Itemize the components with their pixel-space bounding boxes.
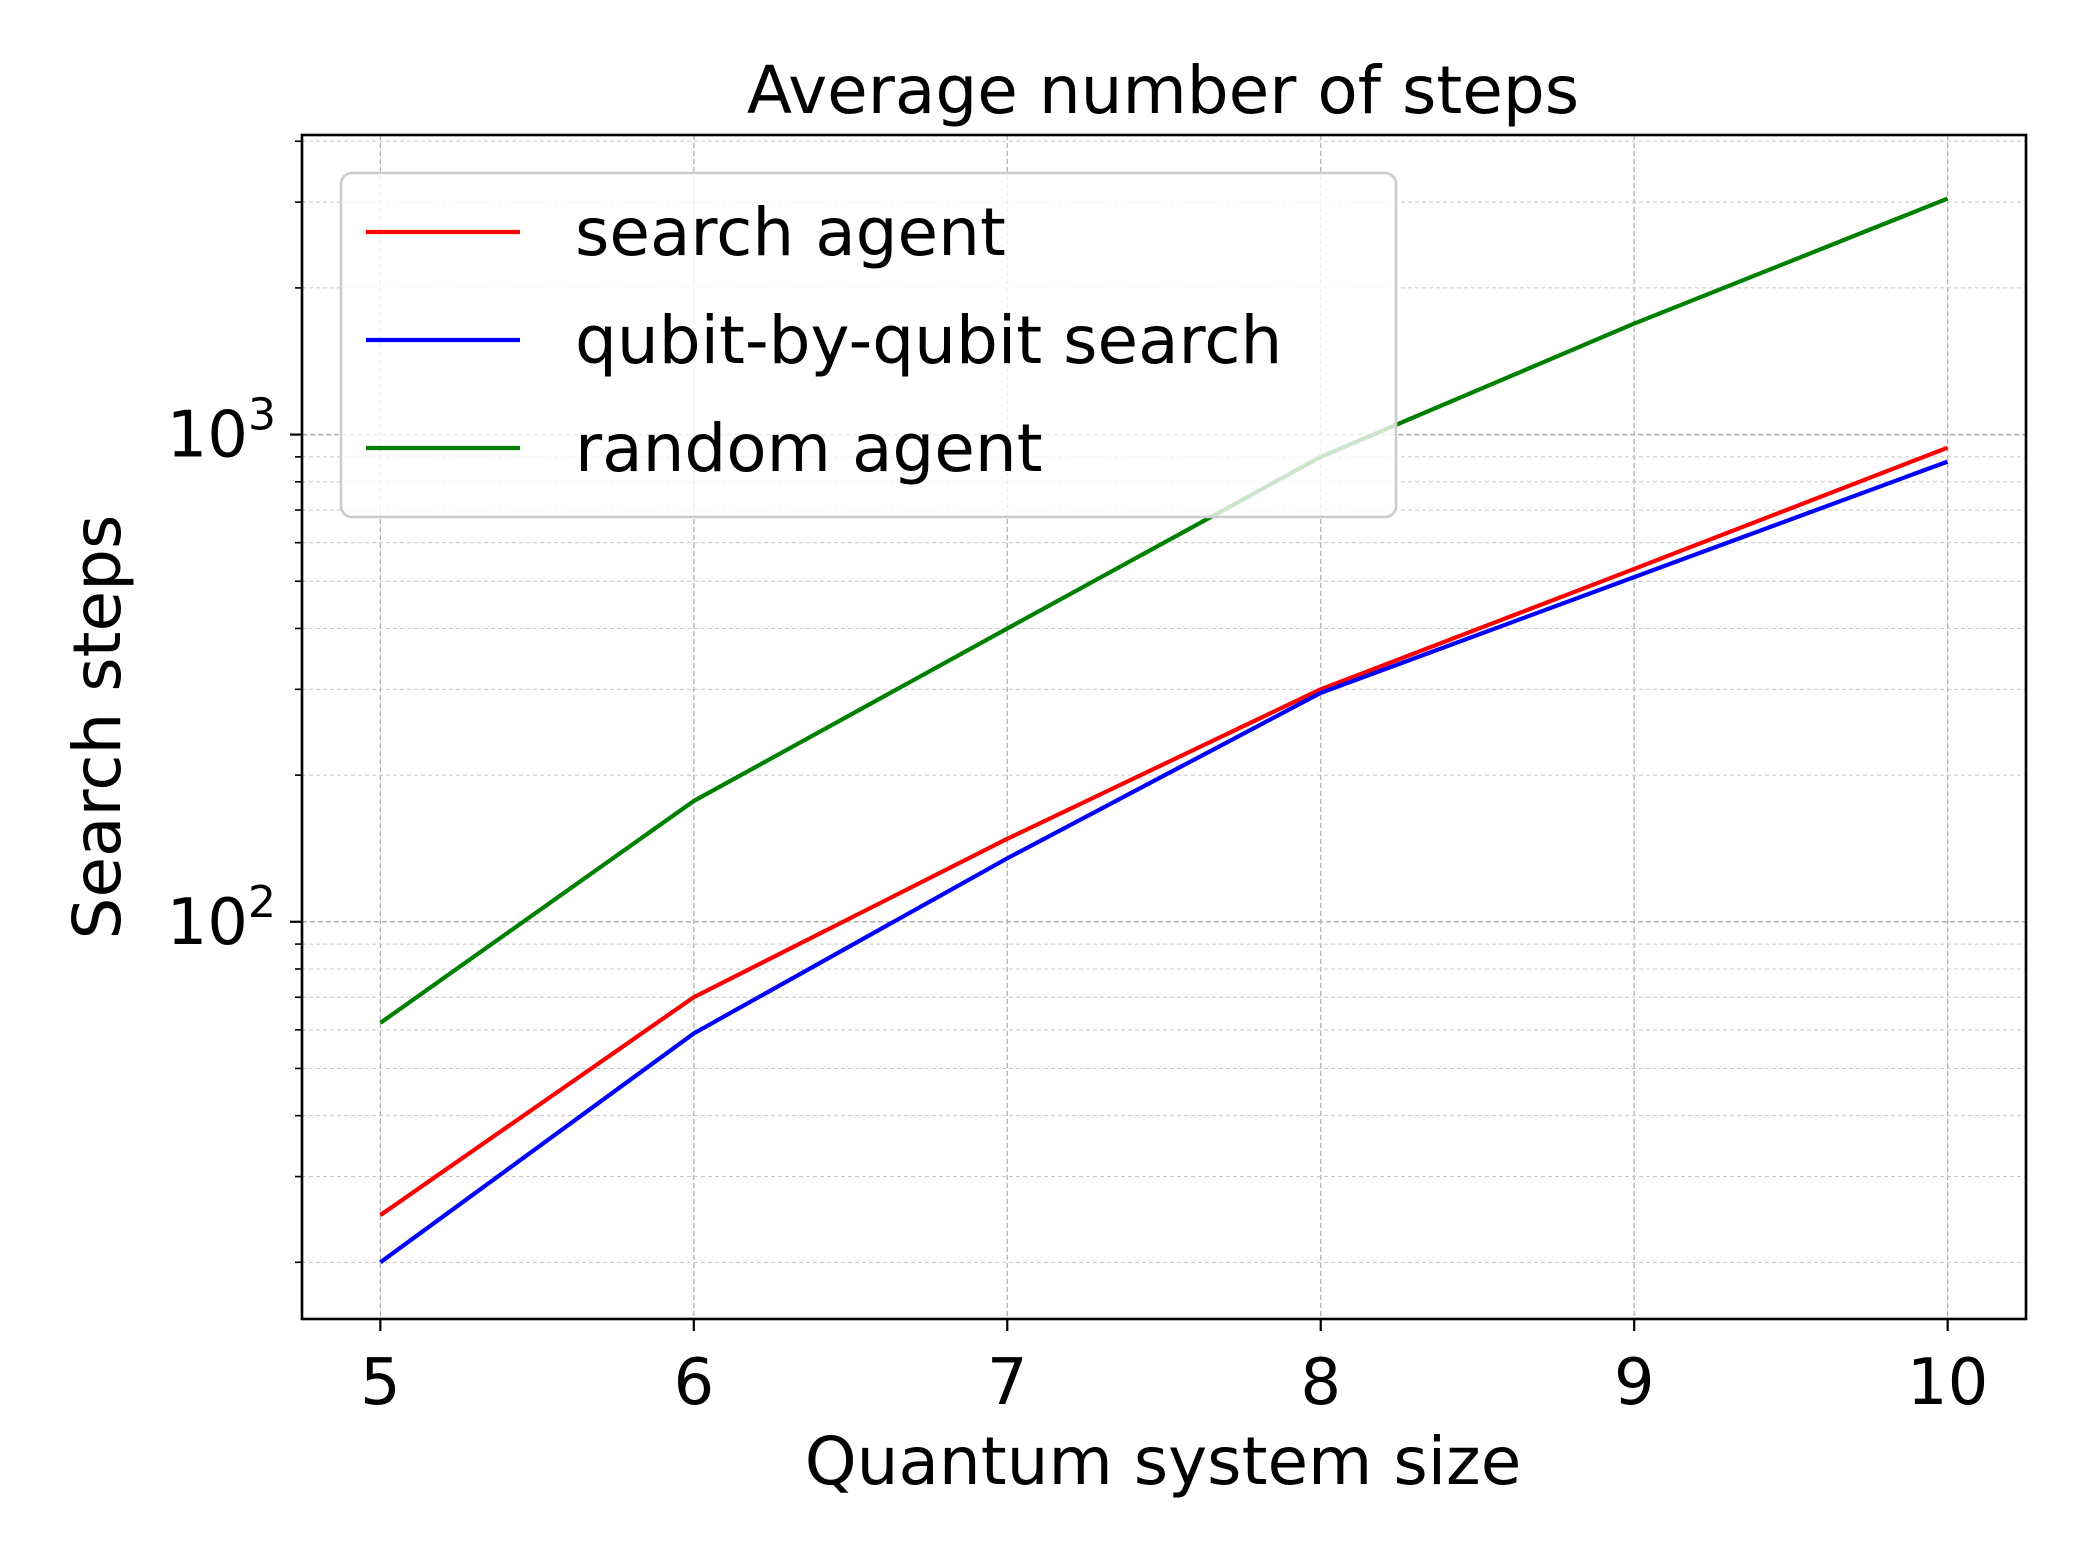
- plot-area-frame: [300, 133, 2028, 1321]
- x-axis-label: Quantum system size: [805, 1423, 1522, 1500]
- y-tick-label: 102: [167, 877, 276, 960]
- x-tick-label: 5: [360, 1346, 401, 1420]
- y-axis-label: Search steps: [59, 515, 136, 940]
- x-tick-label: 7: [987, 1346, 1028, 1420]
- series-lines: [379, 196, 1949, 1264]
- series-line-qubit-by-qubit-search: [379, 459, 1949, 1264]
- legend-box: [339, 171, 1398, 519]
- y-tick-label-base: 10: [167, 399, 248, 473]
- x-tick-label: 6: [673, 1346, 714, 1420]
- x-tick-label: 9: [1614, 1346, 1655, 1420]
- legend-label: qubit-by-qubit search: [575, 302, 1282, 379]
- chart-title: Average number of steps: [747, 52, 1579, 129]
- legend: search agent qubit-by-qubit search random …: [339, 171, 1398, 519]
- series-line-random-agent: [379, 196, 1949, 1025]
- y-tick-label-exponent: 2: [248, 877, 276, 928]
- series-line-search-agent: [379, 445, 1949, 1217]
- x-tick-label: 8: [1300, 1346, 1341, 1420]
- y-tick-label: 103: [167, 390, 276, 473]
- y-tick-label-base: 10: [167, 886, 248, 960]
- y-tick-label-exponent: 3: [248, 390, 276, 441]
- x-tick-label: 10: [1907, 1346, 1988, 1420]
- legend-label: search agent: [575, 194, 1006, 271]
- legend-label: random agent: [575, 410, 1043, 487]
